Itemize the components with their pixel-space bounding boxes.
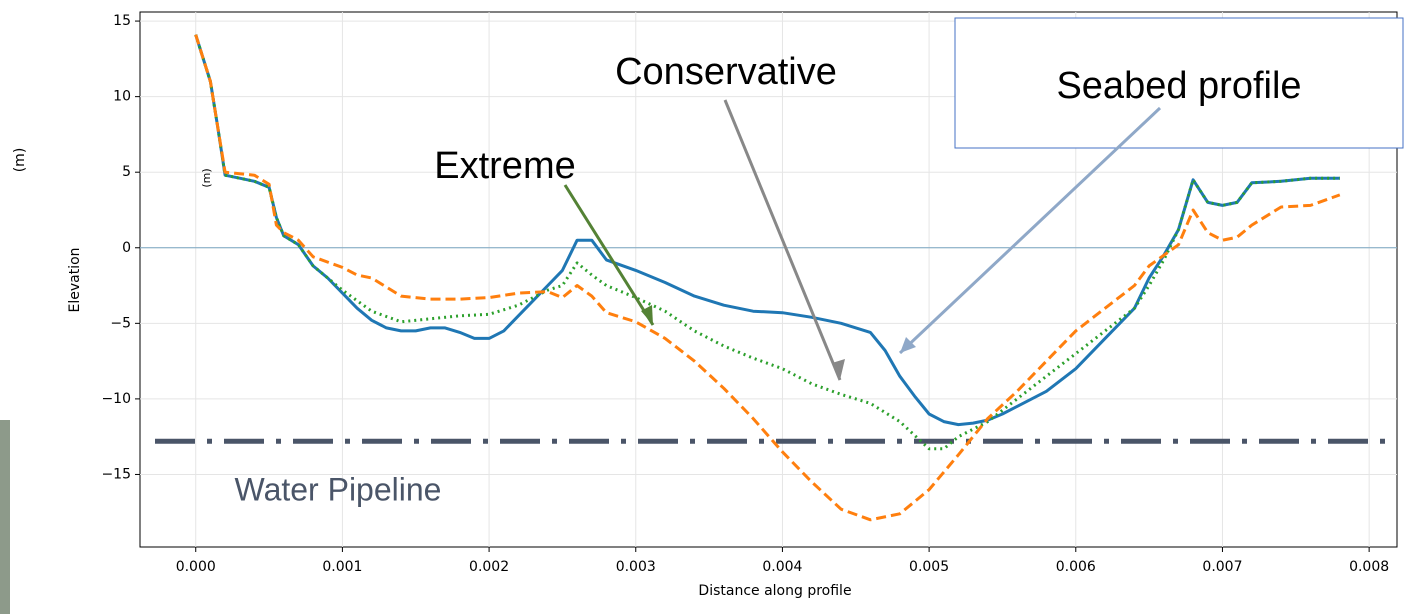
arrow-head — [832, 359, 845, 380]
x-tick-label: 0.001 — [322, 559, 362, 575]
x-tick-label: 0.005 — [909, 559, 949, 575]
x-axis-label: Distance along profile — [698, 583, 851, 599]
x-tick-label: 0.004 — [762, 559, 802, 575]
x-tick-label: 0.007 — [1202, 559, 1242, 575]
y-tick-label: 0 — [122, 240, 131, 256]
x-tick-label: 0.003 — [616, 559, 656, 575]
annotation: Conservative — [615, 51, 837, 93]
arrow-head — [900, 337, 916, 353]
annotation-arrow — [723, 99, 842, 381]
annotation: Water Pipeline — [235, 471, 442, 507]
unit-label: (m) — [200, 168, 213, 187]
x-tick-label: 0.000 — [176, 559, 216, 575]
x-tick-label: 0.006 — [1056, 559, 1096, 575]
y-axis-label: Elevation — [67, 247, 83, 312]
annotation: Seabed profile — [1056, 65, 1301, 107]
unit-label: (m) — [12, 148, 28, 173]
annotation-box — [954, 17, 1404, 149]
annotation-arrow — [898, 106, 1162, 355]
y-tick-label: −5 — [110, 315, 131, 331]
series-line — [194, 34, 1341, 522]
y-tick-label: −10 — [101, 391, 131, 407]
y-tick-label: 15 — [113, 13, 131, 29]
x-tick-label: 0.002 — [469, 559, 509, 575]
y-tick-label: 5 — [122, 164, 131, 180]
annotation-arrow — [563, 184, 655, 326]
y-tick-label: −15 — [101, 466, 131, 482]
y-tick-label: 10 — [113, 89, 131, 105]
annotation: Extreme — [434, 145, 575, 187]
arrow-head — [641, 305, 653, 325]
x-tick-label: 0.008 — [1349, 559, 1389, 575]
photo-fragment — [0, 420, 10, 614]
